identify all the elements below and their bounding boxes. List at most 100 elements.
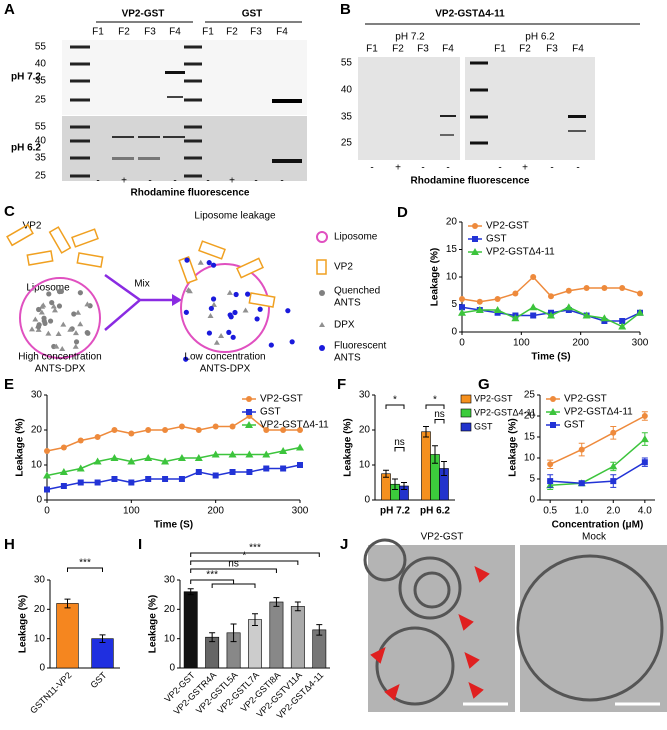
dot <box>85 330 91 336</box>
line <box>550 461 646 484</box>
point <box>162 427 169 433</box>
point <box>59 468 68 475</box>
caption: ANTS-DPX <box>200 364 251 375</box>
point <box>263 427 270 433</box>
triangle <box>55 330 62 336</box>
triangle <box>226 289 233 295</box>
lane-label: F1 <box>202 27 214 38</box>
gel-band <box>440 115 456 117</box>
point <box>195 469 202 475</box>
lane-label: F1 <box>92 27 104 38</box>
gel-band <box>112 136 134 138</box>
group-header: VP2-GST <box>122 9 165 20</box>
ladder-band <box>70 125 90 129</box>
lane-label: F4 <box>169 27 181 38</box>
diagram-label: Liposome <box>26 283 70 294</box>
point <box>494 296 501 302</box>
panel-label: B <box>340 1 351 18</box>
legend-icon <box>319 322 325 327</box>
sig-bracket <box>190 568 277 573</box>
gel-band <box>272 159 302 163</box>
sign: - <box>96 176 99 187</box>
y-tick-label: 15 <box>446 244 458 255</box>
vp2-shape <box>236 257 264 279</box>
marker-label: 35 <box>35 76 47 87</box>
gel-band <box>138 136 160 138</box>
legend-label: ANTS <box>334 353 361 364</box>
error-bar <box>187 588 194 596</box>
panel-label: F <box>337 376 346 393</box>
lane-label: F2 <box>118 27 130 38</box>
dot <box>208 305 214 312</box>
triangle <box>197 259 204 265</box>
x-axis-label: Concentration (μM) <box>552 520 644 531</box>
line <box>46 415 300 452</box>
error-bar <box>64 598 71 609</box>
sig-label: *** <box>206 570 218 581</box>
point <box>229 469 236 475</box>
legend-label: GST <box>260 407 281 418</box>
lane-label: F2 <box>392 44 404 55</box>
dot <box>77 290 83 296</box>
panel-label: D <box>397 204 408 221</box>
sign: + <box>522 163 528 174</box>
point <box>476 298 483 305</box>
y-tick-label: 30 <box>34 575 46 586</box>
point <box>565 287 572 294</box>
point <box>76 464 85 472</box>
y-axis-label: Leakage (%) <box>508 418 519 476</box>
sign: + <box>229 176 235 187</box>
gel-image <box>358 57 460 160</box>
y-tick-label: 5 <box>529 474 535 485</box>
row-label: pH 7.2 <box>11 72 41 83</box>
point <box>297 462 303 468</box>
sign: - <box>576 163 579 174</box>
dot <box>73 339 80 345</box>
legend-label: VP2-GSTΔ4-11 <box>260 420 329 431</box>
marker-label: 55 <box>35 42 47 53</box>
sig-bracket <box>190 560 299 565</box>
ladder-band <box>184 45 202 49</box>
panel-label: C <box>4 203 15 220</box>
sig-bracket <box>425 404 445 409</box>
sig-bracket <box>385 404 405 409</box>
point <box>529 303 538 311</box>
dot <box>71 311 77 317</box>
ladder-band <box>70 174 90 178</box>
dot <box>47 318 54 324</box>
triangle <box>29 326 36 332</box>
dot <box>184 257 190 263</box>
gel-band <box>163 136 185 138</box>
panel-label: H <box>4 536 15 553</box>
gel-band <box>165 71 185 74</box>
group-header: pH 6.2 <box>525 32 555 43</box>
lane-label: F3 <box>546 44 558 55</box>
ladder-band <box>184 139 202 143</box>
vp2-shape <box>198 240 226 260</box>
legend-icon <box>319 290 325 296</box>
point <box>177 454 186 461</box>
bar <box>290 606 305 669</box>
point <box>610 429 617 436</box>
point <box>610 478 617 485</box>
point <box>77 437 84 444</box>
vesicle <box>413 571 451 609</box>
point <box>583 285 590 291</box>
point <box>459 296 465 302</box>
vp2-shape <box>248 292 276 308</box>
gel-band <box>568 115 586 118</box>
point <box>582 311 591 319</box>
point <box>128 479 135 486</box>
legend-marker <box>550 396 556 402</box>
y-tick-label: 30 <box>164 575 176 586</box>
bar <box>91 638 114 669</box>
gel-band <box>138 157 160 160</box>
dot <box>183 356 189 362</box>
triangle <box>242 307 249 313</box>
point <box>619 285 626 291</box>
triangle <box>45 330 52 336</box>
point <box>110 454 119 461</box>
panel-label: A <box>4 1 15 18</box>
point <box>178 423 185 430</box>
